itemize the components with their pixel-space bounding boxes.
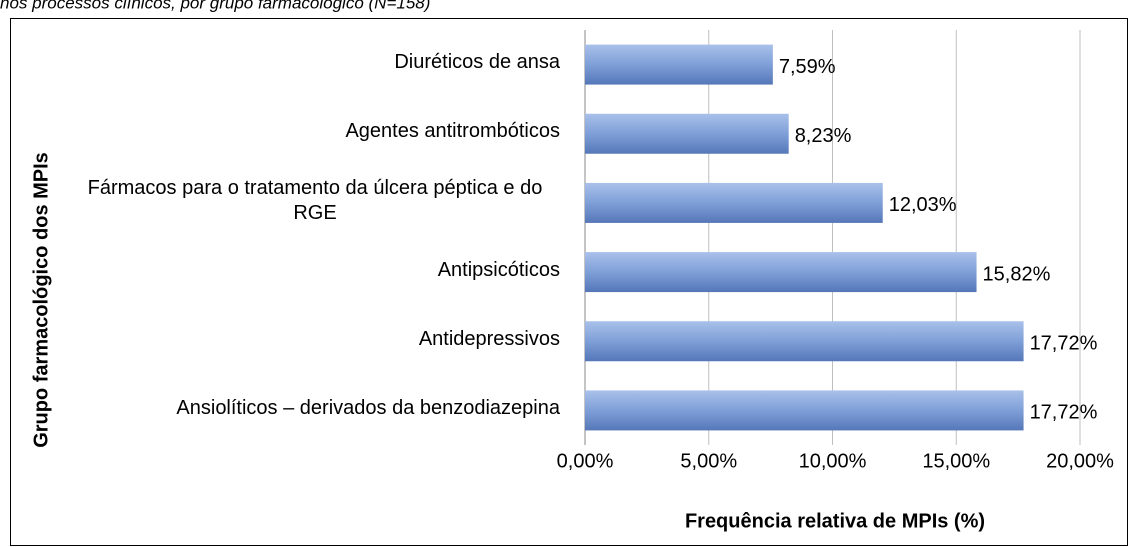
data-label: 17,72% (1030, 333, 1098, 355)
y-tick-label: Antipsicóticos (437, 258, 560, 281)
x-tick-label: 0,00% (557, 450, 614, 472)
y-tick-label: Antidepressivos (418, 327, 560, 350)
y-tick-label: Fármacos para o tratamento da úlcera pép… (87, 176, 543, 224)
y-tick-label-box: Ansiolíticos – derivados da benzodiazepi… (60, 396, 560, 421)
x-tick-label: 20,00% (1046, 450, 1114, 472)
x-tick-label: 10,00% (799, 450, 867, 472)
bar (585, 252, 977, 293)
y-tick-label: Ansiolíticos – derivados da benzodiazepi… (176, 396, 560, 419)
data-label: 12,03% (889, 194, 957, 216)
data-label: 17,72% (1030, 402, 1098, 424)
y-tick-label-box: Antidepressivos (60, 327, 560, 352)
y-tick-label-box: Agentes antitrombóticos (60, 119, 560, 144)
caption: nos processos clínicos, por grupo farmac… (0, 0, 430, 12)
y-tick-label-box: Fármacos para o tratamento da úlcera pép… (60, 176, 560, 226)
y-axis-label: Grupo farmacológico dos MPIs (30, 152, 52, 448)
bar (585, 113, 789, 154)
x-axis-label: Frequência relativa de MPIs (%) (685, 510, 985, 532)
y-tick-label: Agentes antitrombóticos (345, 120, 560, 143)
y-tick-label-box: Antipsicóticos (60, 258, 560, 283)
y-tick-label: Diuréticos de ansa (394, 51, 560, 74)
x-tick-label: 15,00% (922, 450, 990, 472)
bar (585, 182, 883, 223)
y-tick-label-box: Diuréticos de ansa (60, 50, 560, 75)
data-label: 8,23% (795, 125, 852, 147)
bar (585, 390, 1024, 431)
bar (585, 44, 773, 85)
data-label: 15,82% (983, 263, 1051, 285)
frame (10, 18, 1128, 546)
bar (585, 321, 1024, 362)
x-tick-label: 5,00% (680, 450, 737, 472)
data-label: 7,59% (779, 56, 836, 78)
